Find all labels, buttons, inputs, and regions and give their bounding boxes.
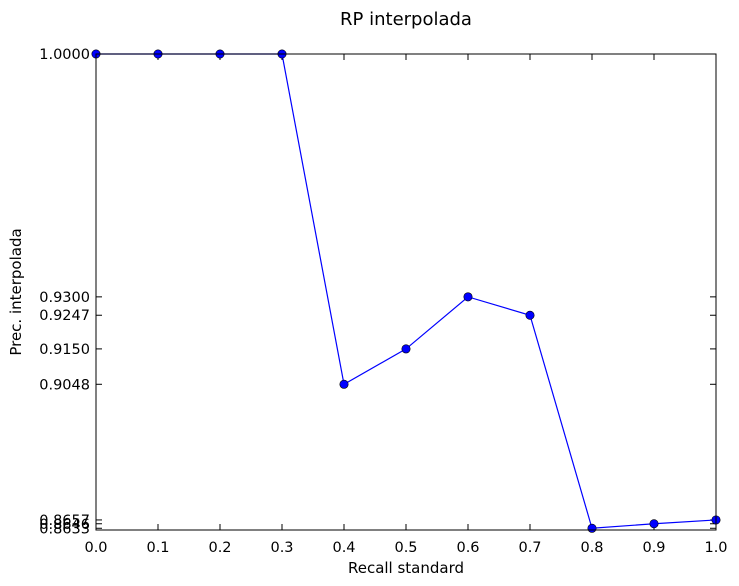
data-point xyxy=(463,292,473,302)
y-tick-label: 1.0000 xyxy=(39,47,90,63)
x-tick-label: 0.4 xyxy=(332,540,355,556)
y-tick-label: 0.8657 xyxy=(39,513,90,529)
x-tick-label: 1.0 xyxy=(704,540,727,556)
x-axis-label: Recall standard xyxy=(348,559,464,577)
tick-group: 0.0 0.1 0.2 0.3 0.4 0.5 0.6 0.7 0.8 0.9 1.00.86330… xyxy=(39,47,727,556)
x-tick-label: 0.5 xyxy=(394,540,417,556)
y-tick-label: 0.9150 xyxy=(39,342,90,358)
data-point xyxy=(401,344,411,354)
x-tick-label: 0.9 xyxy=(642,540,665,556)
y-tick-label: 0.9300 xyxy=(39,290,90,306)
x-tick-label: 0.1 xyxy=(146,540,169,556)
x-tick-label: 0.6 xyxy=(456,540,479,556)
y-tick-label: 0.9048 xyxy=(39,377,90,393)
x-tick-label: 0.3 xyxy=(270,540,293,556)
y-tick-label: 0.9247 xyxy=(39,308,90,324)
data-point xyxy=(525,310,535,320)
y-tick-label: 0.8646 xyxy=(39,517,90,533)
y-axis-label: Prec. interpolada xyxy=(7,228,25,355)
chart-title: RP interpolada xyxy=(340,9,472,30)
x-tick-label: 0.7 xyxy=(518,540,541,556)
data-point xyxy=(339,379,349,389)
x-tick-label: 0.0 xyxy=(84,540,107,556)
x-tick-label: 0.2 xyxy=(208,540,231,556)
y-tick-label: 0.8633 xyxy=(39,521,90,537)
x-tick-label: 0.8 xyxy=(580,540,603,556)
data-point xyxy=(649,519,659,529)
plot-frame xyxy=(95,53,717,531)
data-point xyxy=(587,523,597,533)
